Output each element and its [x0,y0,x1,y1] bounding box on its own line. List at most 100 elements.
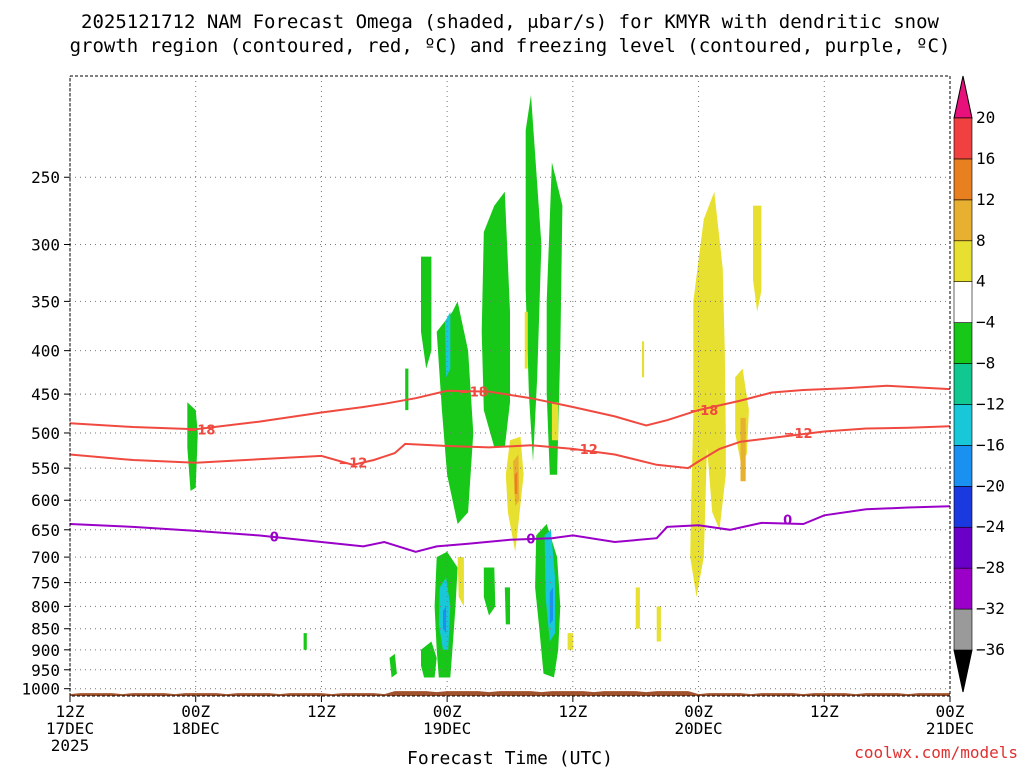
x-axis-label: Forecast Time (UTC) [407,748,613,768]
x-tick-label: 12Z [810,702,839,721]
x-tick-label: 17DEC [46,719,94,738]
x-tick-label: 00Z [433,702,462,721]
omega-region-yellow-f [567,633,573,650]
colorbar-label: 12 [976,190,995,209]
colorbar-label: −36 [976,640,1005,659]
y-tick-label: 750 [31,574,60,593]
terrain-fill [70,691,950,696]
contour-label-m12: −12 [784,427,813,442]
colorbar-label: −28 [976,558,1005,577]
colorbar-box [953,363,973,405]
y-tick-label: 300 [31,236,60,255]
x-tick-label: 12Z [558,702,587,721]
colorbar-box [953,322,973,364]
colorbar-label: −16 [976,435,1005,454]
colorbar-label: −32 [976,599,1005,618]
chart-title-line2: growth region (contoured, red, ºC) and f… [70,35,951,57]
y-tick-label: 250 [31,168,60,187]
omega-region-yellow-i [551,402,559,441]
omega-region-yellow-a [690,191,726,597]
colorbar-box [953,281,973,323]
contour-labels: −18 −18 −18 −12 −12 −12 0 0 0 [186,386,813,548]
omega-region-red-orange-a [514,471,518,494]
colorbar-box [953,445,973,487]
omega-region-yellow-g [635,587,640,629]
colorbar-label: 4 [976,272,986,291]
contour-m18 [70,384,950,431]
omega-region-yellow-h [656,606,661,642]
y-tick-label: 850 [31,620,60,639]
colorbar-label: 16 [976,149,995,168]
grid-lines [69,76,951,696]
x-tick-label: 00Z [181,702,210,721]
colorbar-box [953,526,973,569]
contour-label-zero: 0 [526,533,535,548]
omega-region-teal-core-c [445,311,451,378]
colorbar-label: −24 [976,517,1005,536]
omega-region-yellow-k [642,341,645,378]
colorbar-label: −20 [976,476,1005,495]
x-tick-label: 18DEC [172,719,220,738]
colorbar-box [953,199,973,242]
y-tick-label: 600 [31,491,60,510]
omega-region-green-blob-l [483,567,496,616]
omega-region-blue-core-a [443,606,447,634]
x-tick-label: 12Z [307,702,336,721]
colorbar-box [953,404,973,446]
credit-text: coolwx.com/models [854,743,1018,762]
contour-label-zero: 0 [783,513,792,528]
omega-region-green-blob-j [389,653,397,678]
y-tick-label: 800 [31,597,60,616]
omega-region-yellow-c [753,205,762,312]
colorbar-box [953,240,973,282]
omega-region-green-blob-i [421,641,437,678]
omega-region-green-column-a [187,402,198,491]
contour-label-m12: −12 [569,443,598,458]
plot-frame [69,75,951,697]
contour-zero [70,505,950,553]
x-tick-label: 21DEC [926,719,974,738]
colorbar-box [953,158,973,201]
y-tick-label: 450 [31,385,60,404]
colorbar-label: −8 [976,354,995,373]
omega-region-green-column-f [546,162,563,475]
colorbar-label: −12 [976,394,1005,413]
omega-region-yellow-e [457,557,464,607]
omega-region-green-column-d [481,191,510,448]
y-tick-label: 650 [31,521,60,540]
omega-region-green-blob-n [405,368,409,411]
terrain-ground [70,691,950,696]
contour-label-m18: −18 [689,404,718,419]
y-tick-label: 350 [31,292,60,311]
y-tick-label: 700 [31,548,60,567]
omega-region-green-blob-k [303,633,307,650]
contour-m12 [70,425,950,470]
x-tick-label: 00Z [684,702,713,721]
contour-label-m18: −18 [459,386,488,401]
x-tick-label: 2025 [51,736,90,755]
x-tick-label: 12Z [56,702,85,721]
colorbar-box [953,486,973,528]
contour-lines [70,384,950,553]
omega-region-green-blob-m [504,587,510,625]
contour-label-zero: 0 [270,531,279,546]
omega-shading [187,94,762,678]
y-tick-label: 550 [31,459,60,478]
colorbar-box [953,567,973,610]
y-tick-label: 950 [31,661,60,680]
colorbar-label: 8 [976,231,986,250]
y-tick-label: 400 [31,342,60,361]
colorbar-box [953,608,973,651]
y-tick-label: 500 [31,424,60,443]
omega-region-blue-core-b [549,587,553,625]
y-tick-label: 1000 [21,680,60,699]
x-tick-label: 20DEC [674,719,722,738]
omega-region-yellow-j [524,311,528,369]
contour-label-m18: −18 [186,423,215,438]
colorbar-label: 20 [976,108,995,127]
omega-region-orange-b [740,417,746,482]
omega-region-green-column-e [525,94,542,462]
omega-region-green-column-b [421,256,432,369]
